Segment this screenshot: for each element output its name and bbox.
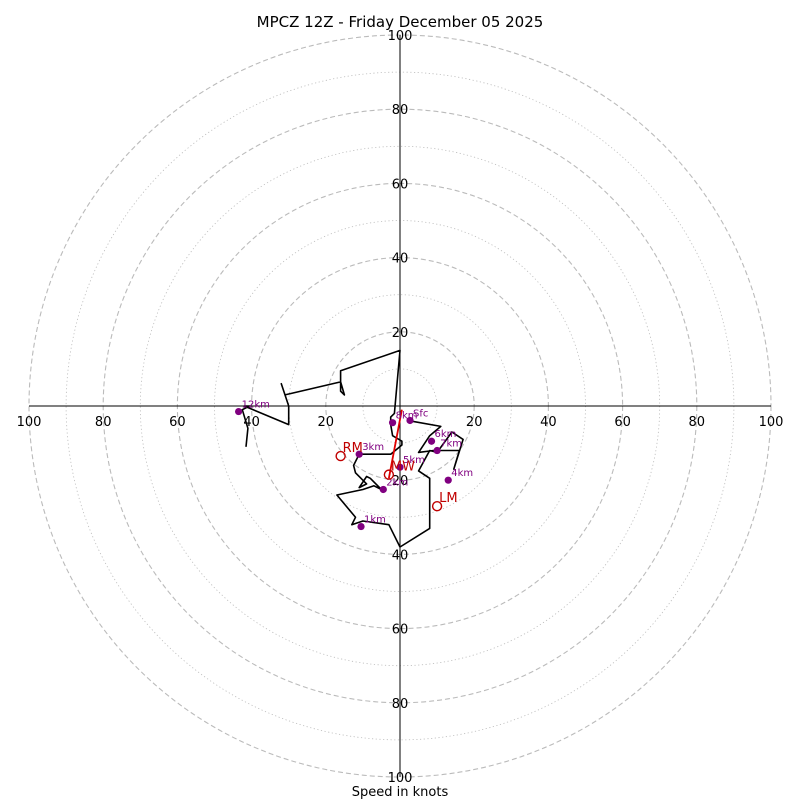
tick-right-20: 20 (466, 415, 483, 430)
height-label-2km: 2km (386, 477, 408, 488)
height-label-5km: 5km (403, 455, 425, 466)
height-label-Sfc: Sfc (413, 408, 428, 419)
tick-top-20: 20 (392, 326, 409, 341)
tick-bottom-20: 20 (392, 474, 409, 489)
motion-label-rm: RM (343, 441, 363, 456)
motion-marker-lm (431, 500, 443, 512)
tick-right-60: 60 (614, 415, 631, 430)
tick-right-40: 40 (540, 415, 557, 430)
height-label-12km: 12km (242, 400, 270, 411)
height-marker-7km (433, 446, 441, 455)
tick-top-40: 40 (392, 252, 409, 267)
x-axis-label: Speed in knots (352, 785, 449, 800)
storm-motion-layer: RM LM MW (335, 441, 458, 512)
height-label-4km: 4km (451, 468, 473, 479)
tick-left-100: 100 (17, 415, 42, 430)
tick-bottom-100: 100 (388, 771, 413, 786)
height-marker-8km (388, 419, 397, 427)
height-label-1km: 1km (364, 515, 386, 526)
mean-wind-layer (387, 409, 403, 479)
height-marker-Sfc (406, 416, 414, 425)
tick-left-20: 20 (318, 415, 335, 430)
height-marker-2km (379, 485, 387, 494)
height-label-7km: 7km (440, 439, 462, 450)
tick-bottom-60: 60 (392, 623, 409, 638)
motion-marker-rm (335, 450, 346, 462)
height-marker-3km (355, 450, 363, 458)
mean-wind-vector (387, 409, 403, 479)
tick-top-80: 80 (392, 103, 409, 118)
axes (29, 35, 771, 777)
tick-right-80: 80 (689, 415, 706, 430)
height-marker-6km (427, 437, 436, 445)
tick-right-100: 100 (759, 415, 784, 430)
motion-label-mw: MW (391, 460, 415, 475)
chart-title: MPCZ 12Z - Friday December 05 2025 (257, 13, 544, 31)
height-marker-4km (444, 476, 452, 484)
motion-label-lm: LM (439, 491, 457, 506)
tick-left-80: 80 (95, 415, 112, 430)
height-marker-1km (357, 522, 365, 531)
tick-top-100: 100 (388, 29, 413, 44)
tick-bottom-80: 80 (392, 697, 409, 712)
tick-bottom-40: 40 (392, 548, 409, 563)
height-marker-5km (396, 463, 404, 471)
motion-marker-mw (383, 469, 395, 480)
height-label-6km: 6km (435, 429, 457, 440)
height-label-3km: 3km (362, 442, 384, 453)
tick-top-60: 60 (392, 177, 409, 192)
tick-left-60: 60 (169, 415, 186, 430)
height-label-8km: 8km (396, 411, 418, 422)
height-marker-12km (235, 407, 243, 416)
